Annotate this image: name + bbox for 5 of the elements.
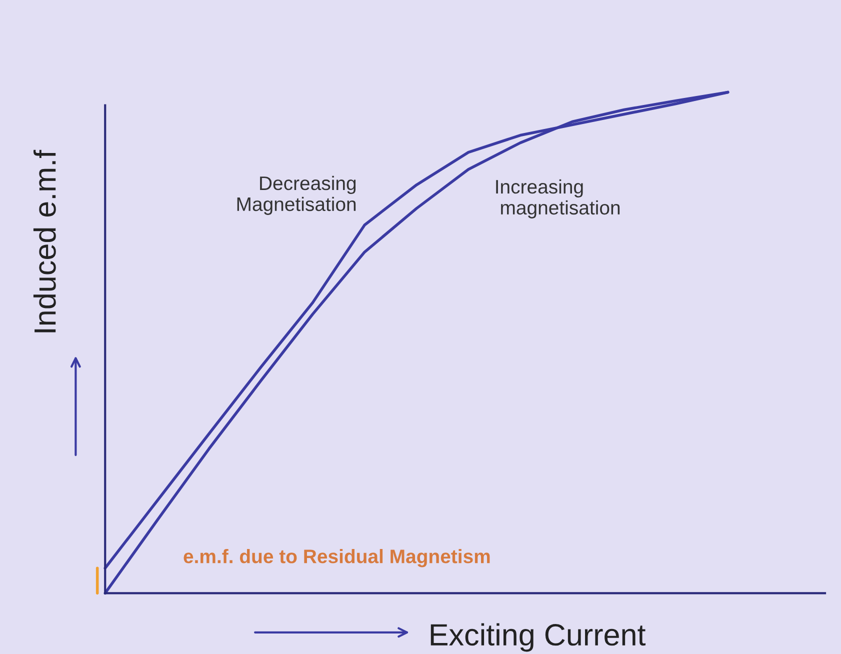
x-axis-title: Exciting Current [430, 623, 646, 652]
annotation: e.m.f. due to Residual Magnetism [184, 549, 490, 568]
series-label: Increasing magnetisation [496, 179, 620, 218]
y-axis-title: Induced e.m.f [33, 150, 56, 332]
series-label: Decreasing Magnetisation [237, 176, 356, 215]
